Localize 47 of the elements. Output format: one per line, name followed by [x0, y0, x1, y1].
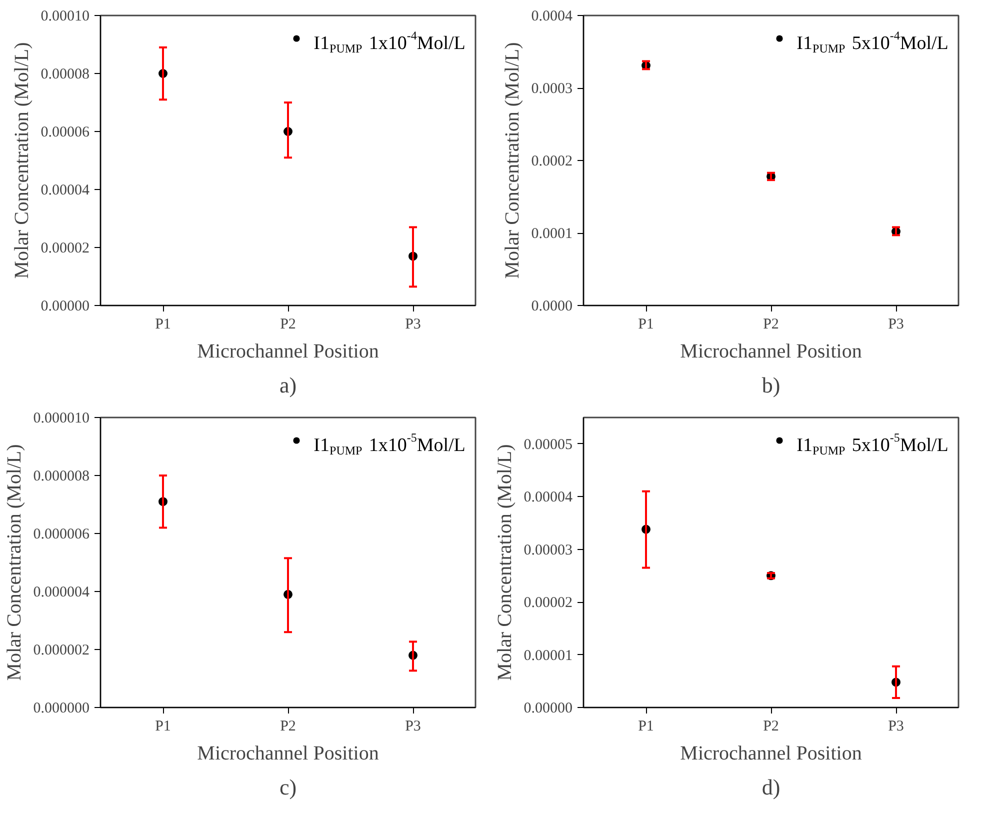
y-axis-title: Molar Concentration (Mol/L)	[3, 444, 26, 681]
x-tick-label: P2	[763, 718, 779, 734]
y-axis-title: Molar Concentration (Mol/L)	[494, 444, 516, 681]
text: c)	[279, 774, 297, 800]
y-tick-label: 0.000000	[33, 700, 90, 716]
y-tick-label: 0.00008	[40, 66, 90, 82]
y-axis-title: Molar Concentration (Mol/L)	[10, 42, 33, 279]
x-axis-title: Microchannel Position	[197, 742, 379, 764]
x-tick-label: P1	[638, 316, 654, 332]
y-tick-label: 0.00010	[40, 8, 90, 24]
x-tick-label: P3	[405, 316, 421, 332]
y-tick-label: 0.0004	[531, 8, 573, 24]
y-tick-label: 0.00004	[40, 182, 90, 198]
x-tick-label: P1	[155, 316, 171, 332]
y-tick-label: 0.000006	[33, 526, 90, 542]
text: d)	[762, 774, 780, 800]
text: b)	[762, 372, 780, 398]
x-tick-label: P3	[888, 718, 904, 734]
y-tick-label: 0.00001	[524, 648, 572, 664]
y-tick-label: 0.0003	[531, 81, 572, 97]
y-tick-label: 0.000002	[33, 642, 90, 658]
y-tick-label: 0.00002	[524, 595, 572, 612]
y-tick-label: 0.000004	[33, 584, 90, 600]
y-tick-label: 0.0001	[531, 226, 572, 242]
x-tick-label: P2	[280, 718, 296, 734]
x-tick-label: P2	[280, 316, 296, 332]
x-axis-title: Microchannel Position	[197, 340, 379, 362]
x-tick-label: P3	[888, 316, 904, 332]
y-tick-label: 0.00000	[40, 298, 90, 314]
y-tick-label: 0.00000	[524, 700, 572, 716]
y-tick-label: 0.00005	[524, 436, 572, 453]
y-axis-title: Molar Concentration (Mol/L)	[501, 42, 524, 279]
x-tick-label: P2	[763, 316, 779, 332]
x-tick-label: P3	[405, 718, 421, 734]
x-tick-label: P1	[155, 718, 171, 734]
y-tick-label: 0.00006	[40, 124, 90, 140]
y-tick-label: 0.00002	[40, 240, 90, 256]
y-tick-label: 0.0002	[531, 154, 572, 170]
y-tick-label: 0.00004	[524, 490, 573, 506]
y-tick-label: 0.0000	[531, 298, 572, 314]
y-tick-label: 0.000008	[33, 468, 90, 484]
x-tick-label: P1	[638, 718, 654, 734]
text: a)	[279, 372, 297, 398]
x-axis-title: Microchannel Position	[680, 742, 862, 764]
y-tick-label: 0.000010	[33, 410, 90, 426]
x-axis-title: Microchannel Position	[680, 340, 862, 362]
y-tick-label: 0.00003	[524, 542, 572, 558]
